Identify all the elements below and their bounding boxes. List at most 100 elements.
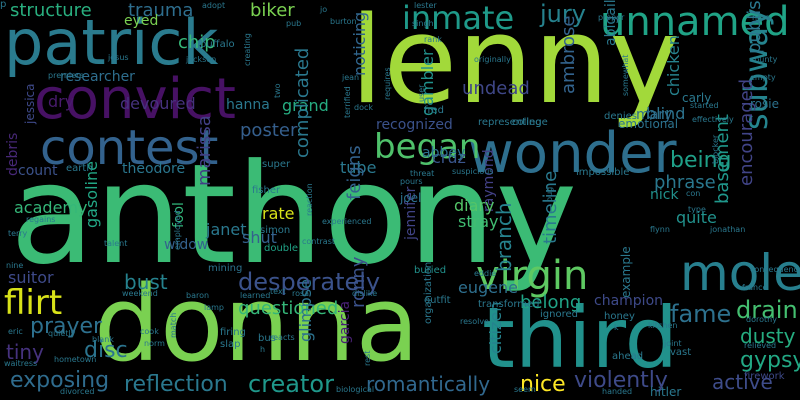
cloud-word: fisher	[252, 185, 281, 196]
cloud-word: p	[0, 0, 7, 10]
cloud-word: lenny	[350, 0, 681, 131]
cloud-word: mole	[680, 244, 800, 302]
cloud-word: lamp	[204, 303, 224, 312]
cloud-word: outfit	[424, 295, 451, 306]
cloud-word: jean	[342, 73, 360, 82]
cloud-word: dry	[48, 92, 75, 111]
cloud-word: premiere	[48, 71, 85, 80]
cloud-word: carly	[682, 91, 712, 105]
cloud-word: rosa	[292, 289, 310, 298]
cloud-word: text	[270, 287, 286, 296]
cloud-word: france	[742, 283, 768, 292]
cloud-word: third	[482, 289, 678, 387]
cloud-word: rosie	[750, 97, 779, 111]
cloud-word: jo	[320, 5, 328, 14]
cloud-word: waitress	[4, 359, 38, 368]
cloud-word: phrase	[654, 172, 716, 193]
cloud-word: chip	[178, 32, 216, 53]
cloud-word: biological	[336, 385, 375, 394]
cloud-word: branch	[492, 202, 516, 272]
cloud-word: dorothy	[746, 315, 777, 324]
cloud-word: nice	[520, 372, 566, 397]
cloud-word: handed	[602, 387, 633, 396]
cloud-word: jesus	[108, 53, 129, 62]
cloud-word: terrified	[343, 86, 352, 118]
cloud-word: honey	[604, 311, 635, 322]
cloud-word: slap	[220, 339, 241, 350]
cloud-word: fred	[424, 105, 444, 116]
cloud-word: gypsy	[740, 348, 800, 373]
cloud-word: blocker	[711, 134, 720, 164]
cloud-word: quite	[676, 208, 717, 227]
cloud-word: threat	[410, 169, 435, 178]
cloud-word: lester	[414, 1, 437, 10]
cloud-word: impossible	[576, 167, 630, 178]
cloud-word: county	[750, 55, 778, 64]
cloud-word: nine	[6, 261, 24, 270]
cloud-word: unnamed	[600, 0, 790, 45]
cloud-word: eric	[8, 327, 23, 336]
cloud-word: grand	[282, 96, 329, 115]
cloud-word: jury	[540, 0, 586, 28]
cloud-word: experienced	[322, 217, 372, 226]
cloud-word: college	[512, 117, 548, 128]
cloud-word: adopt	[202, 1, 226, 10]
cloud-word: poster	[240, 120, 298, 141]
cloud-word: singh	[412, 19, 434, 28]
cloud-word: vast	[670, 347, 692, 358]
cloud-word: empty	[750, 73, 776, 82]
cloud-word: pub	[286, 19, 302, 28]
cloud-word: academy	[14, 198, 88, 217]
cloud-word: tiny	[6, 340, 44, 364]
cloud-word: virgin	[476, 253, 589, 299]
cloud-word: pours	[400, 177, 423, 186]
cloud-word: two	[273, 83, 282, 98]
cloud-word: firework	[744, 371, 785, 382]
cloud-word: blank	[92, 335, 114, 344]
cloud-word: mining	[208, 263, 243, 274]
cloud-word: prayer	[30, 314, 103, 339]
cloud-word: consequence	[750, 265, 800, 274]
cloud-word: suitor	[8, 268, 54, 287]
cloud-word: joint	[664, 339, 682, 348]
cloud-word: transformed	[478, 299, 540, 310]
cloud-word: hometown	[54, 355, 97, 364]
cloud-word: romantically	[366, 372, 491, 396]
cloud-word: emotional	[618, 117, 679, 131]
cloud-word: encouraged	[736, 78, 757, 186]
cloud-word: champion	[594, 293, 664, 309]
cloud-word: suspicious	[452, 167, 494, 176]
cloud-word: flirt	[4, 283, 63, 323]
cloud-word: abigail	[603, 0, 619, 46]
cloud-word: super	[262, 159, 291, 170]
cloud-word: hanna	[226, 97, 270, 113]
cloud-word: count	[18, 163, 58, 179]
cloud-word: devoured	[120, 94, 196, 113]
cloud-word: employed	[173, 210, 182, 250]
cloud-word: eyed	[124, 13, 159, 29]
cloud-word: organization	[423, 261, 434, 324]
cloud-word: firing	[220, 327, 246, 338]
cloud-word: creating	[243, 33, 252, 66]
cloud-word: dislike	[352, 289, 378, 298]
cloud-word: h	[260, 345, 266, 354]
cloud-word: nick	[650, 187, 679, 203]
cloud-word: ahead	[612, 351, 644, 362]
cloud-word: relieved	[744, 341, 777, 350]
cloud-word: inmate	[402, 0, 515, 37]
cloud-word: researcher	[60, 69, 135, 85]
cloud-word: complicated	[292, 47, 313, 158]
cloud-word: seem	[514, 385, 536, 394]
cloud-word: cook	[140, 327, 159, 336]
cloud-word: stray	[458, 212, 499, 231]
cloud-word: example	[619, 246, 633, 298]
cloud-word: timeline	[540, 170, 561, 244]
cloud-word: being	[670, 148, 732, 173]
cloud-word: rest	[363, 350, 372, 366]
cloud-word: talent	[104, 239, 128, 248]
cloud-word: denies	[604, 111, 637, 122]
cloud-word: dusty	[740, 324, 796, 348]
cloud-word: questioned	[238, 298, 339, 319]
cloud-word: somewhat	[621, 54, 630, 96]
cloud-word: mary	[636, 107, 673, 123]
